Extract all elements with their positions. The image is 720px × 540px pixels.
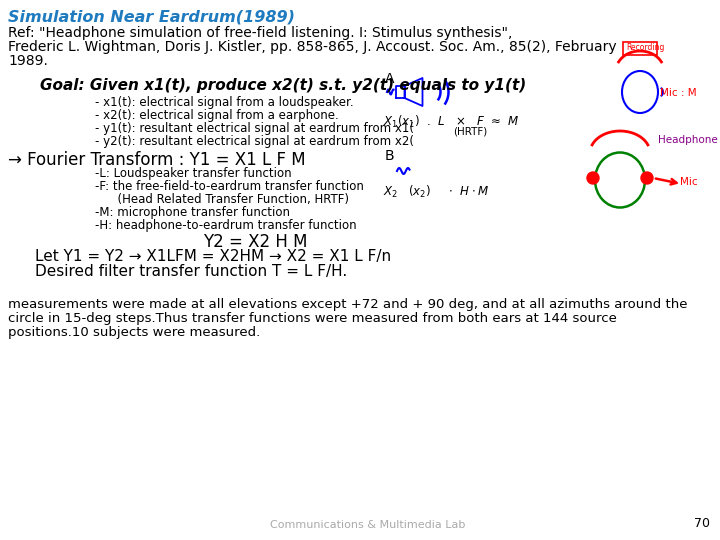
Text: - x2(t): electrical signal from a earphone.: - x2(t): electrical signal from a earpho… xyxy=(95,109,338,122)
Circle shape xyxy=(641,172,653,184)
Text: Communications & Multimedia Lab: Communications & Multimedia Lab xyxy=(270,520,465,530)
FancyBboxPatch shape xyxy=(623,42,657,55)
Text: Headphone: Headphone xyxy=(658,135,718,145)
Text: Desired filter transfer function T = L F/H.: Desired filter transfer function T = L F… xyxy=(35,264,347,279)
Text: -H: headphone-to-eardrum transfer function: -H: headphone-to-eardrum transfer functi… xyxy=(95,219,356,232)
Text: Ref: "Headphone simulation of free-field listening. I: Stimulus synthesis",: Ref: "Headphone simulation of free-field… xyxy=(8,26,513,40)
Circle shape xyxy=(587,172,599,184)
Text: A: A xyxy=(385,72,395,86)
Text: measurements were made at all elevations except +72 and + 90 deg, and at all azi: measurements were made at all elevations… xyxy=(8,298,688,311)
Text: Mic: Mic xyxy=(680,177,698,187)
Text: (Head Related Transfer Function, HRTF): (Head Related Transfer Function, HRTF) xyxy=(95,193,349,206)
Text: - x1(t): electrical signal from a loudspeaker.: - x1(t): electrical signal from a loudsp… xyxy=(95,96,354,109)
Text: Goal: Given x1(t), produce x2(t) s.t. y2(t) equals to y1(t): Goal: Given x1(t), produce x2(t) s.t. y2… xyxy=(40,78,526,93)
Text: -M: microphone transfer function: -M: microphone transfer function xyxy=(95,206,290,219)
Text: - y1(t): resultant electrical signal at eardrum from x1(: - y1(t): resultant electrical signal at … xyxy=(95,122,414,135)
Text: Simulation Near Eardrum(1989): Simulation Near Eardrum(1989) xyxy=(8,10,295,25)
Text: Y2 = X2 H M: Y2 = X2 H M xyxy=(203,233,307,251)
Text: -L: Loudspeaker transfer function: -L: Loudspeaker transfer function xyxy=(95,167,292,180)
Text: positions.10 subjects were measured.: positions.10 subjects were measured. xyxy=(8,326,260,339)
Text: Let Y1 = Y2 → X1LFM = X2HM → X2 = X1 L F/n: Let Y1 = Y2 → X1LFM = X2HM → X2 = X1 L F… xyxy=(35,249,391,264)
Text: $X_2$   $(x_2)$     $\cdot$  $H \cdot M$: $X_2$ $(x_2)$ $\cdot$ $H \cdot M$ xyxy=(383,184,489,200)
Text: 70: 70 xyxy=(694,517,710,530)
Text: B: B xyxy=(385,149,395,163)
Text: Frederic L. Wightman, Doris J. Kistler, pp. 858-865, J. Accoust. Soc. Am., 85(2): Frederic L. Wightman, Doris J. Kistler, … xyxy=(8,40,616,54)
Text: (HRTF): (HRTF) xyxy=(453,127,487,137)
Text: $X_1(x_1)$  .  $L$   ×   $F$  ≈  $M$: $X_1(x_1)$ . $L$ × $F$ ≈ $M$ xyxy=(383,114,520,130)
Text: -F: the free-field-to-eardrum transfer function: -F: the free-field-to-eardrum transfer f… xyxy=(95,180,364,193)
Text: circle in 15-deg steps.Thus transfer functions were measured from both ears at 1: circle in 15-deg steps.Thus transfer fun… xyxy=(8,312,617,325)
Text: - y2(t): resultant electrical signal at eardrum from x2(: - y2(t): resultant electrical signal at … xyxy=(95,135,414,148)
Text: 1989.: 1989. xyxy=(8,54,48,68)
Text: Mic : M: Mic : M xyxy=(660,88,697,98)
Text: Recording: Recording xyxy=(626,43,665,52)
Text: → Fourier Transform : Y1 = X1 L F M: → Fourier Transform : Y1 = X1 L F M xyxy=(8,151,305,169)
